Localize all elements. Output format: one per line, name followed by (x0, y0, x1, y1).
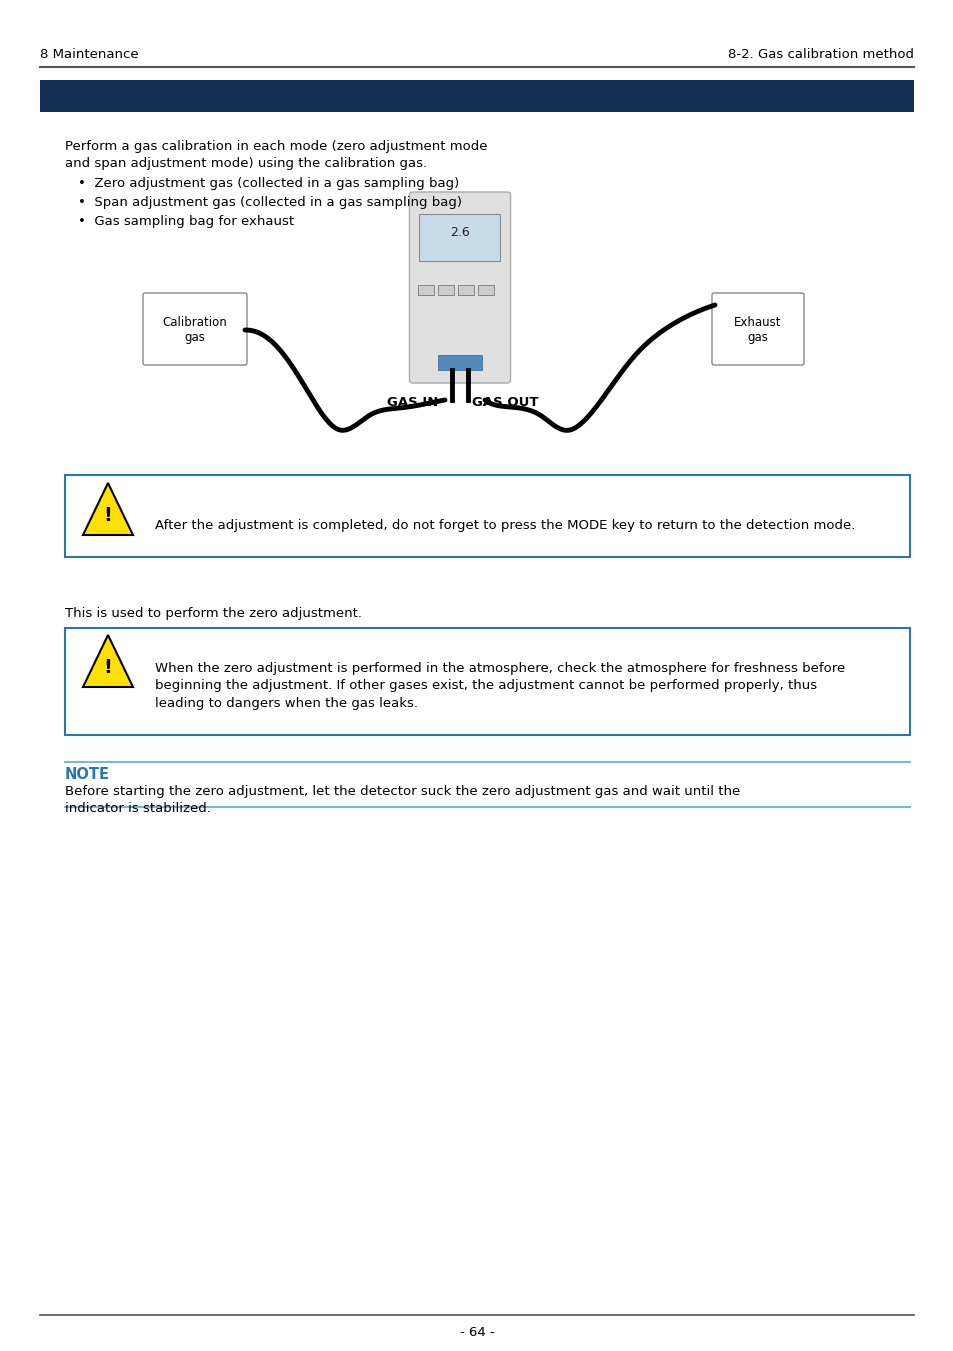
Text: Exhaust: Exhaust (734, 316, 781, 330)
Polygon shape (83, 484, 132, 535)
Bar (65, 628, 909, 735)
Text: 2.6: 2.6 (450, 227, 470, 239)
Text: !: ! (104, 658, 112, 677)
Polygon shape (83, 635, 132, 688)
FancyBboxPatch shape (419, 213, 500, 261)
Text: •  Span adjustment gas (collected in a gas sampling bag): • Span adjustment gas (collected in a ga… (78, 196, 461, 209)
Text: Calibration: Calibration (162, 316, 227, 330)
Text: - 64 -: - 64 - (459, 1327, 494, 1339)
Text: •  Gas sampling bag for exhaust: • Gas sampling bag for exhaust (78, 215, 294, 228)
Text: NOTE: NOTE (65, 767, 110, 782)
Text: Before starting the zero adjustment, let the detector suck the zero adjustment g: Before starting the zero adjustment, let… (65, 785, 740, 798)
Text: •  Zero adjustment gas (collected in a gas sampling bag): • Zero adjustment gas (collected in a ga… (78, 177, 458, 190)
Text: This is used to perform the zero adjustment.: This is used to perform the zero adjustm… (65, 607, 361, 620)
FancyBboxPatch shape (409, 192, 510, 382)
Text: gas: gas (747, 331, 767, 343)
Bar (418, 285, 434, 295)
FancyBboxPatch shape (143, 293, 247, 365)
Text: After the adjustment is completed, do not forget to press the MODE key to return: After the adjustment is completed, do no… (154, 519, 855, 531)
Text: indicator is stabilized.: indicator is stabilized. (65, 802, 211, 815)
Text: 8 Maintenance: 8 Maintenance (40, 49, 138, 62)
Text: 8-2. Gas calibration method: 8-2. Gas calibration method (727, 49, 913, 62)
Text: gas: gas (184, 331, 205, 343)
Bar (65, 476, 909, 557)
FancyBboxPatch shape (711, 293, 803, 365)
Text: beginning the adjustment. If other gases exist, the adjustment cannot be perform: beginning the adjustment. If other gases… (154, 680, 817, 692)
Bar (40, 80, 913, 112)
Bar (458, 285, 474, 295)
Text: GAS OUT: GAS OUT (471, 396, 537, 409)
Text: Perform a gas calibration in each mode (zero adjustment mode: Perform a gas calibration in each mode (… (65, 141, 487, 153)
Text: and span adjustment mode) using the calibration gas.: and span adjustment mode) using the cali… (65, 157, 427, 170)
Bar (478, 285, 494, 295)
Text: !: ! (104, 505, 112, 524)
Text: leading to dangers when the gas leaks.: leading to dangers when the gas leaks. (154, 697, 417, 711)
Text: When the zero adjustment is performed in the atmosphere, check the atmosphere fo: When the zero adjustment is performed in… (154, 662, 844, 676)
Text: GAS IN: GAS IN (387, 396, 438, 409)
Bar (438, 285, 454, 295)
Bar (437, 355, 481, 370)
